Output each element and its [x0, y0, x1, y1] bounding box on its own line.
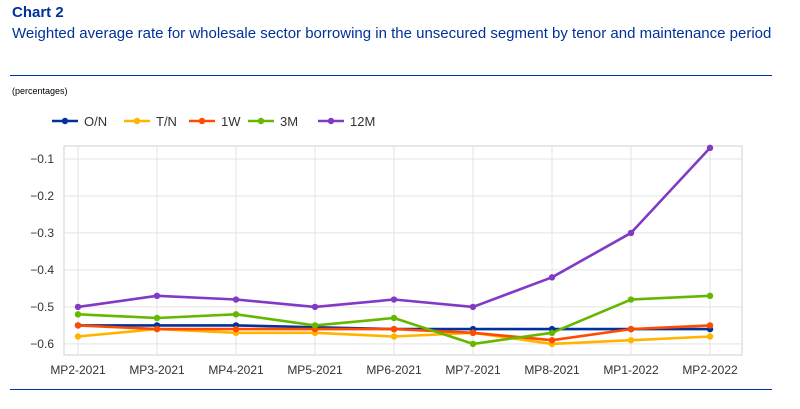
units-label: (percentages): [12, 86, 68, 96]
legend-marker: [133, 117, 141, 125]
data-point: [706, 144, 714, 152]
x-tick-label: MP2-2022: [682, 363, 738, 377]
y-tick-label: −0.3: [30, 226, 54, 240]
chart-title: Weighted average rate for wholesale sect…: [12, 25, 772, 42]
x-tick-label: MP1-2022: [603, 363, 659, 377]
data-point: [627, 296, 635, 303]
data-point: [548, 337, 556, 344]
legend-label: 3M: [280, 114, 298, 129]
data-point: [74, 322, 82, 329]
chart-number-label: Chart 2: [12, 4, 64, 21]
top-divider: [10, 75, 772, 76]
x-tick-label: MP2-2021: [50, 363, 106, 377]
data-point: [627, 325, 635, 333]
x-tick-label: MP5-2021: [287, 363, 343, 377]
data-point: [311, 303, 319, 311]
x-tick-label: MP7-2021: [445, 363, 501, 377]
legend-marker: [198, 117, 206, 125]
bottom-divider: [10, 389, 772, 390]
y-tick-label: −0.6: [30, 337, 54, 351]
data-point: [390, 296, 398, 303]
x-tick-label: MP3-2021: [129, 363, 185, 377]
data-point: [311, 322, 319, 329]
data-point: [548, 329, 556, 337]
data-point: [153, 292, 161, 300]
plot-area: [63, 145, 743, 356]
data-point: [627, 229, 635, 237]
y-tick-label: −0.4: [30, 263, 54, 277]
grid: [63, 145, 743, 356]
data-point: [390, 314, 398, 322]
y-tick-label: −0.1: [30, 152, 54, 166]
series-points: [74, 144, 714, 348]
data-point: [548, 274, 556, 281]
y-tick-label: −0.5: [30, 300, 54, 314]
legend-marker: [257, 117, 265, 125]
data-point: [74, 311, 82, 318]
legend-marker: [327, 117, 335, 125]
x-tick-label: MP6-2021: [366, 363, 422, 377]
data-point: [232, 296, 240, 303]
y-tick-label: −0.2: [30, 189, 54, 203]
data-point: [627, 337, 635, 344]
legend-label: O/N: [84, 114, 107, 129]
legend: O/N T/N 1W 3M 12M: [52, 114, 375, 129]
x-tick-label: MP8-2021: [524, 363, 580, 377]
data-point: [390, 333, 398, 340]
legend-label: 12M: [350, 114, 375, 129]
data-point: [153, 325, 161, 333]
data-point: [706, 322, 714, 329]
data-point: [706, 292, 714, 300]
data-point: [153, 314, 161, 322]
chart-heading: Chart 2 Weighted average rate for wholes…: [12, 4, 782, 45]
data-point: [469, 303, 477, 311]
legend-label: T/N: [156, 114, 177, 129]
axes: MP2-2021 MP3-2021 MP4-2021 MP5-2021 MP6-2021…: [30, 152, 738, 377]
data-point: [469, 329, 477, 337]
data-point: [232, 325, 240, 333]
legend-marker: [61, 117, 69, 125]
data-point: [232, 311, 240, 318]
data-point: [469, 340, 477, 348]
data-point: [390, 325, 398, 333]
data-point: [74, 333, 82, 340]
data-point: [706, 333, 714, 340]
data-point: [74, 303, 82, 311]
legend-label: 1W: [221, 114, 241, 129]
x-tick-label: MP4-2021: [208, 363, 264, 377]
